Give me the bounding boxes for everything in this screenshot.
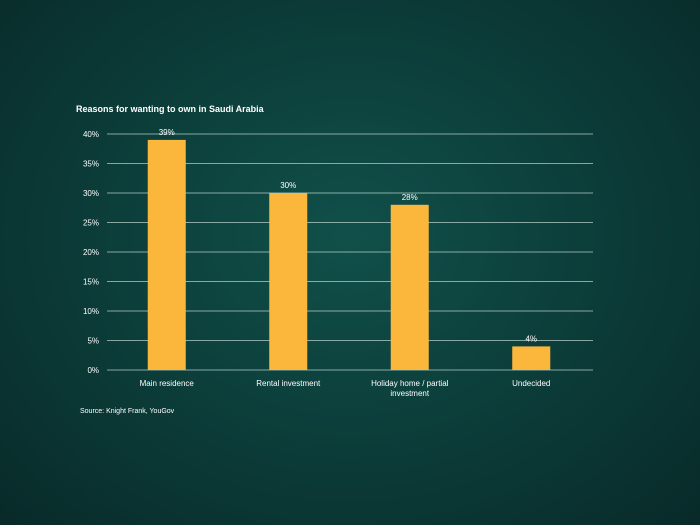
y-tick-label: 10% bbox=[83, 307, 99, 316]
bar bbox=[512, 346, 551, 370]
data-label: 28% bbox=[402, 193, 418, 202]
bar bbox=[390, 204, 429, 370]
y-tick-label: 40% bbox=[83, 130, 99, 139]
y-tick-label: 30% bbox=[83, 189, 99, 198]
y-tick-label: 35% bbox=[83, 160, 99, 169]
bar bbox=[269, 193, 308, 370]
x-tick-label: Main residence bbox=[140, 379, 195, 388]
data-label: 30% bbox=[280, 181, 296, 190]
source-note: Source: Knight Frank, YouGov bbox=[80, 408, 175, 415]
data-label: 39% bbox=[159, 128, 175, 137]
y-tick-label: 15% bbox=[83, 278, 99, 287]
y-tick-label: 0% bbox=[87, 366, 99, 375]
bar bbox=[147, 139, 186, 370]
chart-title: Reasons for wanting to own in Saudi Arab… bbox=[76, 104, 264, 114]
y-tick-label: 20% bbox=[83, 248, 99, 257]
data-label: 4% bbox=[525, 334, 537, 343]
x-tick-label: Holiday home / partial bbox=[371, 379, 449, 388]
x-tick-label: Undecided bbox=[512, 379, 550, 388]
x-tick-label: Rental investment bbox=[256, 379, 321, 388]
y-tick-label: 25% bbox=[83, 219, 99, 228]
x-tick-label: investment bbox=[390, 389, 429, 398]
y-tick-label: 5% bbox=[87, 337, 99, 346]
